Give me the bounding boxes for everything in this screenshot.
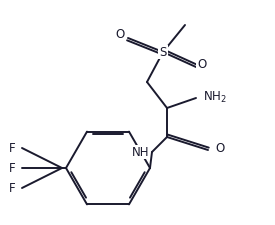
Text: F: F [8, 182, 15, 194]
Text: F: F [8, 162, 15, 175]
Text: S: S [159, 45, 167, 58]
Text: O: O [116, 27, 125, 40]
Text: NH: NH [131, 146, 149, 158]
Text: O: O [215, 142, 224, 155]
Text: NH$_2$: NH$_2$ [203, 90, 227, 105]
Text: F: F [8, 142, 15, 155]
Text: O: O [197, 58, 207, 70]
